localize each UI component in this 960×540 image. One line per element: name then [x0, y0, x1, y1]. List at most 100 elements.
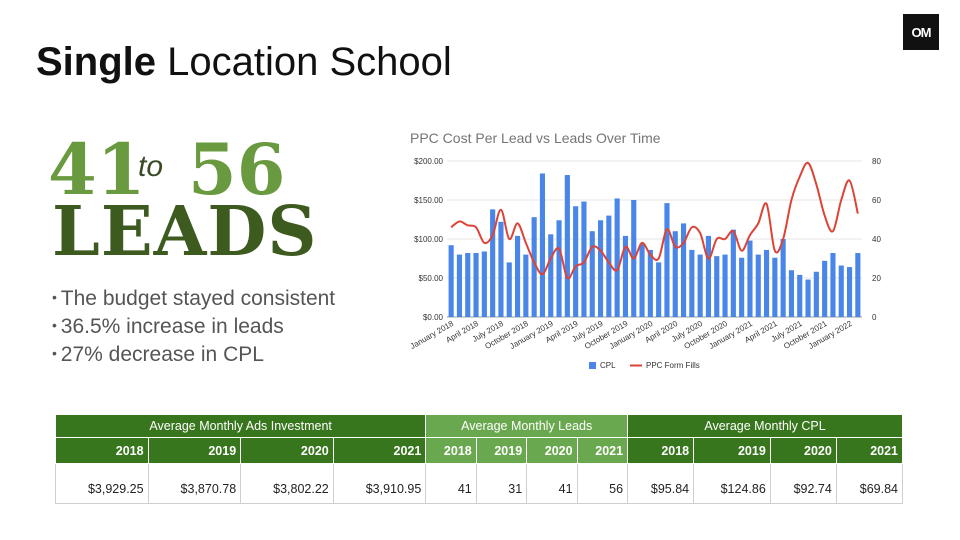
- bullet-list: The budget stayed consistent 36.5% incre…: [52, 284, 335, 368]
- cpl-bar: [747, 240, 753, 317]
- table-row: $3,929.25 $3,870.78 $3,802.22 $3,910.95 …: [55, 463, 904, 504]
- year-header: 2021: [332, 437, 427, 464]
- table-cell: $92.74: [769, 463, 837, 504]
- table-cell: 56: [576, 463, 629, 504]
- y2-tick-label: 80: [872, 157, 881, 166]
- cpl-bar: [797, 274, 803, 317]
- cpl-bar: [556, 220, 562, 317]
- cpl-bar: [838, 265, 844, 317]
- cpl-bar: [772, 257, 778, 317]
- cpl-bar: [456, 254, 463, 317]
- cpl-bar: [639, 243, 645, 317]
- cpl-bar: [714, 256, 720, 317]
- year-header: 2018: [425, 437, 477, 464]
- chart-title: PPC Cost Per Lead vs Leads Over Time: [410, 130, 661, 146]
- bullet-item: 27% decrease in CPL: [52, 340, 335, 368]
- table-cell: $3,910.95: [332, 463, 427, 504]
- cpl-bar: [846, 267, 853, 317]
- cpl-bar: [739, 257, 745, 317]
- y-tick-label: $50.00: [419, 274, 444, 283]
- cpl-bar: [805, 279, 811, 317]
- table-cell: $95.84: [627, 463, 695, 504]
- group-header-cpl: Average Monthly CPL: [627, 414, 903, 438]
- group-header-ads: Average Monthly Ads Investment: [54, 414, 427, 438]
- cpl-bar: [614, 198, 620, 317]
- cpl-bar: [506, 262, 512, 317]
- cpl-bar: [498, 221, 504, 317]
- cpl-bar: [531, 217, 537, 317]
- year-header: 2018: [627, 437, 695, 464]
- cpl-bar: [763, 249, 770, 317]
- year-header: 2021: [576, 437, 629, 464]
- group-header-row: Average Monthly Ads Investment Average M…: [54, 414, 903, 438]
- year-header: 2020: [526, 437, 578, 464]
- stats-table: Average Monthly Ads Investment Average M…: [54, 414, 904, 504]
- title-bold: Single: [36, 40, 157, 84]
- bullet-item: 36.5% increase in leads: [52, 312, 335, 340]
- om-logo: OM: [903, 14, 939, 50]
- leads-unit: LEADS: [52, 192, 318, 272]
- cpl-bar: [730, 229, 736, 317]
- year-header: 2019: [147, 437, 242, 464]
- cpl-vs-leads-chart: PPC Cost Per Lead vs Leads Over Time $0.0…: [409, 130, 882, 370]
- table-cell: $3,929.25: [55, 463, 149, 504]
- year-header: 2020: [240, 437, 334, 464]
- title-rest: Location School: [167, 40, 452, 84]
- year-header-row: 2018 2019 2020 2021 2018 2019 2020 2021 …: [55, 437, 904, 464]
- table-cell: $124.86: [693, 463, 771, 504]
- cpl-bar: [597, 220, 604, 317]
- cpl-bar: [656, 262, 662, 317]
- bullet-item: The budget stayed consistent: [52, 284, 335, 312]
- y2-tick-label: 20: [872, 274, 881, 283]
- leads-from: 41: [48, 128, 146, 211]
- cpl-bar: [722, 254, 728, 317]
- cpl-bar: [647, 249, 653, 317]
- cpl-bar: [855, 253, 861, 317]
- cpl-bar: [481, 251, 487, 317]
- cpl-bar: [822, 260, 828, 317]
- cpl-bar: [564, 175, 570, 317]
- y2-tick-label: 40: [872, 235, 881, 244]
- table-cell: $69.84: [835, 463, 904, 504]
- year-header: 2019: [475, 437, 528, 464]
- cpl-bar: [473, 253, 479, 317]
- cpl-bar: [581, 201, 587, 317]
- cpl-bar: [523, 254, 529, 317]
- cpl-bar: [680, 223, 687, 317]
- y2-tick-label: 0: [872, 313, 877, 322]
- cpl-bar: [780, 239, 786, 317]
- cpl-bar: [573, 206, 579, 317]
- cpl-bar: [548, 234, 554, 317]
- table-cell: $3,802.22: [240, 463, 334, 504]
- y-tick-label: $200.00: [414, 157, 443, 166]
- cpl-bar: [705, 235, 712, 317]
- cpl-bar: [664, 203, 670, 317]
- cpl-bar: [514, 235, 521, 317]
- cpl-bar: [689, 249, 695, 317]
- legend-label-cpl: CPL: [600, 361, 616, 370]
- leads-to-word: to: [138, 150, 164, 183]
- year-header: 2020: [769, 437, 837, 464]
- table-cell: 41: [526, 463, 578, 504]
- cpl-bar: [755, 254, 761, 317]
- table-cell: 41: [425, 463, 477, 504]
- y-tick-label: $100.00: [414, 235, 443, 244]
- year-header: 2019: [693, 437, 771, 464]
- y2-tick-label: 60: [872, 196, 881, 205]
- cpl-bar: [539, 173, 546, 317]
- cpl-bar: [788, 270, 795, 317]
- legend-label-form-fills: PPC Form Fills: [646, 361, 700, 370]
- y-tick-label: $150.00: [414, 196, 443, 205]
- cpl-bar: [813, 271, 819, 317]
- form-fills-line: [450, 161, 859, 280]
- year-header: 2018: [55, 437, 149, 464]
- cpl-bar: [465, 253, 471, 317]
- page-title: Single Location School: [36, 40, 452, 85]
- table-cell: 31: [475, 463, 528, 504]
- y-tick-label: $0.00: [423, 313, 444, 322]
- cpl-bar: [490, 209, 496, 317]
- cpl-bar: [622, 235, 629, 317]
- year-header: 2021: [835, 437, 904, 464]
- cpl-bar: [606, 215, 612, 317]
- legend-swatch-cpl: [589, 362, 596, 369]
